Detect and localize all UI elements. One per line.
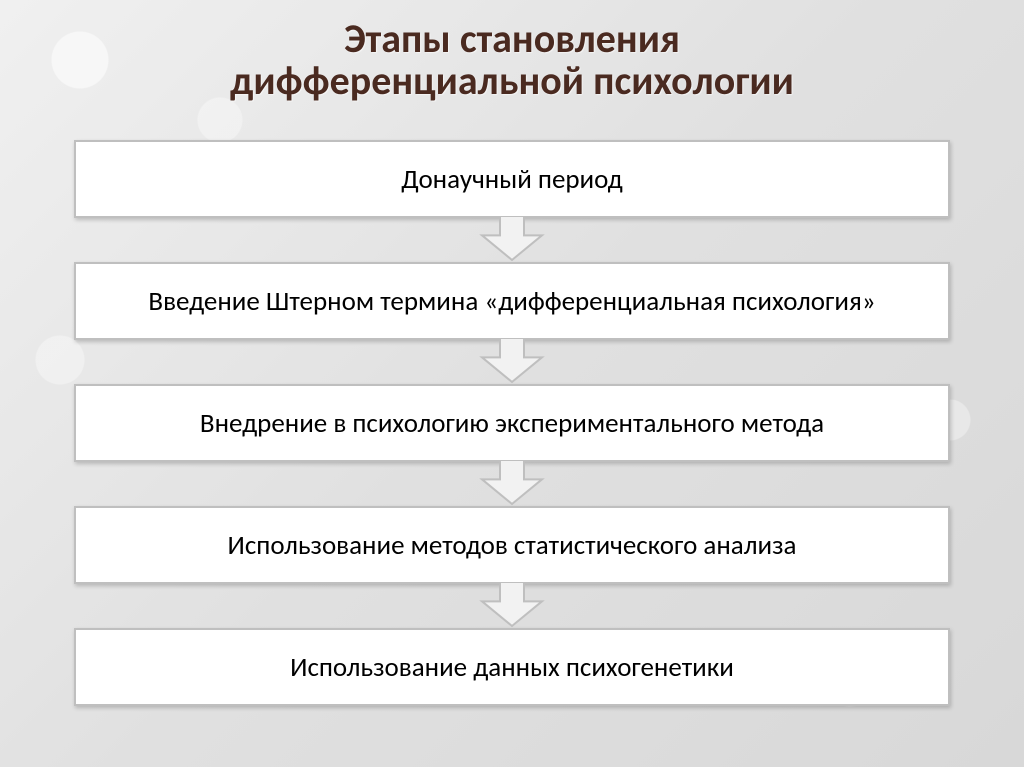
slide: Этапы становления дифференциальной психо… (0, 0, 1024, 767)
down-arrow-icon (477, 216, 547, 262)
flowchart: Донаучный период Введение Штерном термина… (74, 140, 950, 727)
stage-label: Введение Штерном термина «дифференциальн… (148, 285, 875, 318)
stage-box: Введение Штерном термина «дифференциальн… (74, 262, 950, 340)
stage-wrap: Введение Штерном термина «дифференциальн… (74, 262, 950, 384)
stage-wrap: Использование методов статистического ан… (74, 506, 950, 628)
down-arrow-icon (477, 338, 547, 384)
stage-wrap: Внедрение в психологию экспериментальног… (74, 384, 950, 506)
slide-title: Этапы становления дифференциальной психо… (0, 0, 1024, 102)
stage-wrap: Использование данных психогенетики (74, 628, 950, 706)
down-arrow-icon (477, 460, 547, 506)
stage-box: Внедрение в психологию экспериментальног… (74, 384, 950, 462)
stage-label: Внедрение в психологию экспериментальног… (200, 407, 824, 440)
stage-box: Использование методов статистического ан… (74, 506, 950, 584)
stage-label: Использование методов статистического ан… (228, 529, 797, 562)
stage-box: Использование данных психогенетики (74, 628, 950, 706)
stage-label: Использование данных психогенетики (290, 651, 734, 684)
stage-wrap: Донаучный период (74, 140, 950, 262)
title-line-2: дифференциальной психологии (230, 56, 794, 105)
down-arrow-icon (477, 582, 547, 628)
stage-box: Донаучный период (74, 140, 950, 218)
stage-label: Донаучный период (401, 163, 622, 196)
